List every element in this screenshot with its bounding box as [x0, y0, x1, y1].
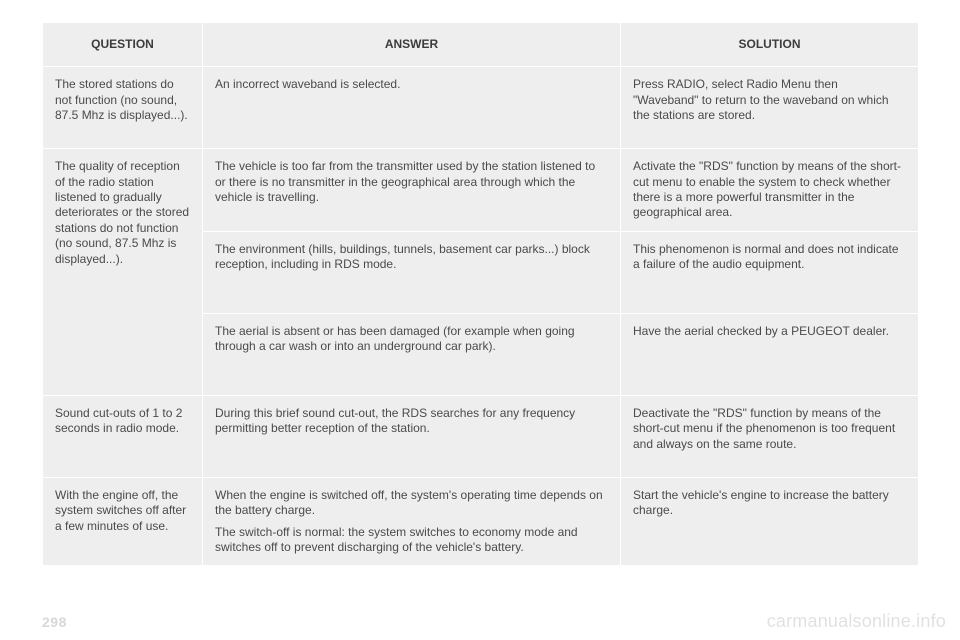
- table-row: With the engine off, the system switches…: [43, 477, 919, 565]
- table-row: The stored stations do not function (no …: [43, 67, 919, 149]
- table-row: Sound cut-outs of 1 to 2 seconds in radi…: [43, 395, 919, 477]
- cell-answer: The aerial is absent or has been damaged…: [203, 313, 621, 395]
- cell-answer: The vehicle is too far from the transmit…: [203, 149, 621, 231]
- cell-solution: Press RADIO, select Radio Menu then "Wav…: [621, 67, 919, 149]
- answer-paragraph: The switch-off is normal: the system swi…: [215, 525, 608, 556]
- cell-answer: During this brief sound cut-out, the RDS…: [203, 395, 621, 477]
- cell-question: The quality of reception of the radio st…: [43, 149, 203, 395]
- table-header-row: QUESTION ANSWER SOLUTION: [43, 23, 919, 67]
- table-row: The quality of reception of the radio st…: [43, 149, 919, 231]
- watermark: carmanualsonline.info: [767, 611, 946, 632]
- cell-answer: When the engine is switched off, the sys…: [203, 477, 621, 565]
- page: QUESTION ANSWER SOLUTION The stored stat…: [0, 0, 960, 640]
- header-solution: SOLUTION: [621, 23, 919, 67]
- cell-answer: An incorrect waveband is selected.: [203, 67, 621, 149]
- faq-table: QUESTION ANSWER SOLUTION The stored stat…: [42, 22, 919, 566]
- cell-solution: Have the aerial checked by a PEUGEOT dea…: [621, 313, 919, 395]
- cell-question: Sound cut-outs of 1 to 2 seconds in radi…: [43, 395, 203, 477]
- cell-question: With the engine off, the system switches…: [43, 477, 203, 565]
- answer-paragraph: When the engine is switched off, the sys…: [215, 488, 608, 519]
- header-answer: ANSWER: [203, 23, 621, 67]
- cell-solution: Deactivate the "RDS" function by means o…: [621, 395, 919, 477]
- page-number: 298: [42, 614, 67, 630]
- cell-question: The stored stations do not function (no …: [43, 67, 203, 149]
- header-question: QUESTION: [43, 23, 203, 67]
- cell-solution: This phenomenon is normal and does not i…: [621, 231, 919, 313]
- faq-panel: QUESTION ANSWER SOLUTION The stored stat…: [42, 22, 918, 566]
- cell-answer: The environment (hills, buildings, tunne…: [203, 231, 621, 313]
- cell-solution: Start the vehicle's engine to increase t…: [621, 477, 919, 565]
- cell-solution: Activate the "RDS" function by means of …: [621, 149, 919, 231]
